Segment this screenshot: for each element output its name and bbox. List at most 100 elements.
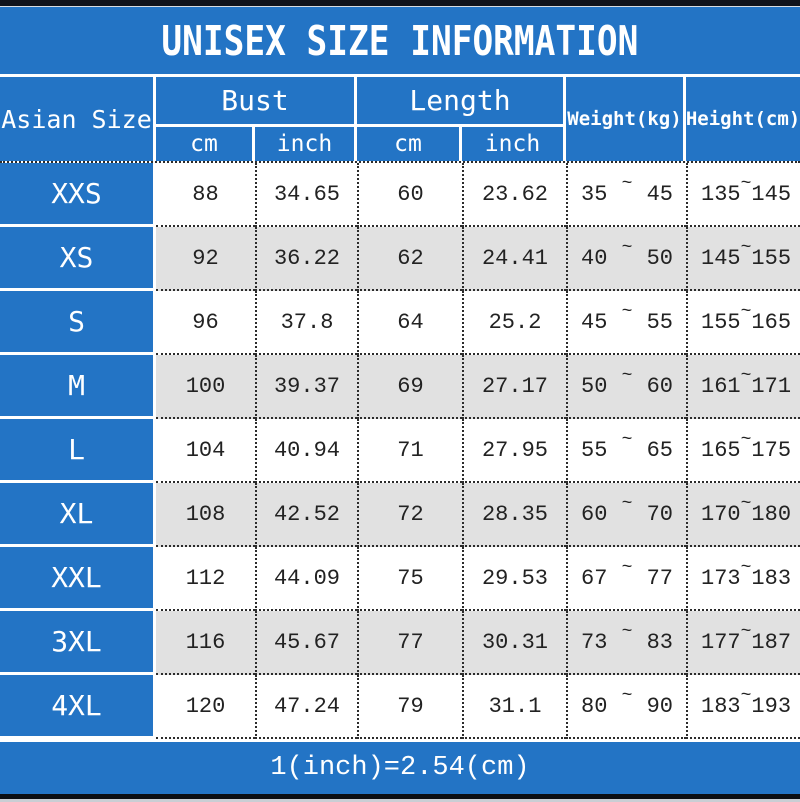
tilde-separator: ~ [740, 622, 752, 642]
height-range: 145 ~155 [686, 227, 800, 291]
length-inch-value: 24.41 [462, 227, 566, 291]
weight-min: 67 [581, 565, 608, 591]
tilde-separator: ~ [621, 302, 633, 322]
weight-range: 60 ~70 [566, 483, 686, 547]
length-inch-value: 28.35 [462, 483, 566, 547]
height-min: 161 [701, 373, 741, 399]
header-bust-cm: cm [156, 127, 255, 161]
height-range: 170 ~180 [686, 483, 800, 547]
bust-inch-value: 40.94 [255, 419, 357, 483]
table-row: 3XL 116 45.67 77 30.31 73 ~83 177 ~187 [0, 611, 800, 675]
height-range: 183 ~193 [686, 675, 800, 739]
size-label: 3XL [0, 611, 156, 675]
size-label: XXS [0, 163, 156, 227]
header-asian-size: Asian Size [0, 77, 156, 161]
length-cm-value: 69 [357, 355, 462, 419]
table-row: XL 108 42.52 72 28.35 60 ~70 170 ~180 [0, 483, 800, 547]
height-max: 155 [751, 245, 792, 271]
weight-min: 40 [581, 245, 608, 271]
tilde-separator: ~ [621, 558, 633, 578]
bust-inch-value: 39.37 [255, 355, 357, 419]
length-inch-value: 30.31 [462, 611, 566, 675]
tilde-separator: ~ [621, 494, 633, 514]
length-cm-value: 71 [357, 419, 462, 483]
bust-cm-value: 104 [156, 419, 255, 483]
header-length-inch: inch [462, 127, 566, 161]
bust-inch-value: 47.24 [255, 675, 357, 739]
length-inch-value: 29.53 [462, 547, 566, 611]
length-inch-value: 25.2 [462, 291, 566, 355]
height-min: 135 [701, 181, 741, 207]
height-max: 145 [751, 181, 792, 207]
weight-max: 60 [646, 373, 673, 399]
size-label: 4XL [0, 675, 156, 739]
weight-range: 50 ~60 [566, 355, 686, 419]
height-min: 173 [701, 565, 741, 591]
weight-max: 65 [646, 437, 673, 463]
tilde-separator: ~ [740, 302, 752, 322]
weight-max: 55 [646, 309, 673, 335]
height-max: 193 [751, 693, 792, 719]
length-inch-value: 27.95 [462, 419, 566, 483]
length-cm-value: 60 [357, 163, 462, 227]
size-label: S [0, 291, 156, 355]
weight-range: 73 ~83 [566, 611, 686, 675]
table-body: XXS 88 34.65 60 23.62 35 ~45 135 ~145 XS 9… [0, 161, 800, 739]
weight-range: 55 ~65 [566, 419, 686, 483]
length-inch-value: 23.62 [462, 163, 566, 227]
weight-max: 77 [646, 565, 673, 591]
header-height-cm: Height(cm) [686, 77, 800, 161]
length-cm-value: 79 [357, 675, 462, 739]
tilde-separator: ~ [621, 622, 633, 642]
length-cm-value: 77 [357, 611, 462, 675]
weight-min: 73 [581, 629, 608, 655]
weight-range: 80 ~90 [566, 675, 686, 739]
bust-cm-value: 108 [156, 483, 255, 547]
weight-max: 83 [646, 629, 673, 655]
weight-range: 67 ~77 [566, 547, 686, 611]
tilde-separator: ~ [740, 494, 752, 514]
length-inch-value: 31.1 [462, 675, 566, 739]
weight-max: 45 [646, 181, 673, 207]
tilde-separator: ~ [740, 238, 752, 258]
weight-min: 55 [581, 437, 608, 463]
bust-cm-value: 116 [156, 611, 255, 675]
table-row: S 96 37.8 64 25.2 45 ~55 155 ~165 [0, 291, 800, 355]
height-max: 183 [751, 565, 792, 591]
table-row: XXL 112 44.09 75 29.53 67 ~77 173 ~183 [0, 547, 800, 611]
footer-banner: 1(inch)=2.54(cm) [0, 742, 800, 794]
tilde-separator: ~ [621, 238, 633, 258]
table-row: M 100 39.37 69 27.17 50 ~60 161 ~171 [0, 355, 800, 419]
height-max: 171 [751, 373, 792, 399]
tilde-separator: ~ [621, 686, 633, 706]
table-row: L 104 40.94 71 27.95 55 ~65 165 ~175 [0, 419, 800, 483]
length-cm-value: 72 [357, 483, 462, 547]
height-range: 161 ~171 [686, 355, 800, 419]
divider [0, 739, 800, 742]
table-row: XXS 88 34.65 60 23.62 35 ~45 135 ~145 [0, 163, 800, 227]
tilde-separator: ~ [621, 174, 633, 194]
height-range: 165 ~175 [686, 419, 800, 483]
weight-min: 50 [581, 373, 608, 399]
header-length: Length [357, 77, 566, 127]
height-range: 177 ~187 [686, 611, 800, 675]
bust-cm-value: 120 [156, 675, 255, 739]
bust-inch-value: 45.67 [255, 611, 357, 675]
bust-cm-value: 92 [156, 227, 255, 291]
bottom-border-bar [0, 794, 800, 799]
weight-range: 45 ~55 [566, 291, 686, 355]
size-label: XS [0, 227, 156, 291]
height-max: 180 [751, 501, 792, 527]
height-min: 177 [701, 629, 741, 655]
bust-inch-value: 34.65 [255, 163, 357, 227]
bust-cm-value: 100 [156, 355, 255, 419]
tilde-separator: ~ [740, 430, 752, 450]
tilde-separator: ~ [740, 558, 752, 578]
tilde-separator: ~ [621, 430, 633, 450]
weight-min: 45 [581, 309, 608, 335]
bust-inch-value: 37.8 [255, 291, 357, 355]
header-bust-inch: inch [255, 127, 357, 161]
header-bust: Bust [156, 77, 357, 127]
length-inch-value: 27.17 [462, 355, 566, 419]
weight-range: 40 ~50 [566, 227, 686, 291]
